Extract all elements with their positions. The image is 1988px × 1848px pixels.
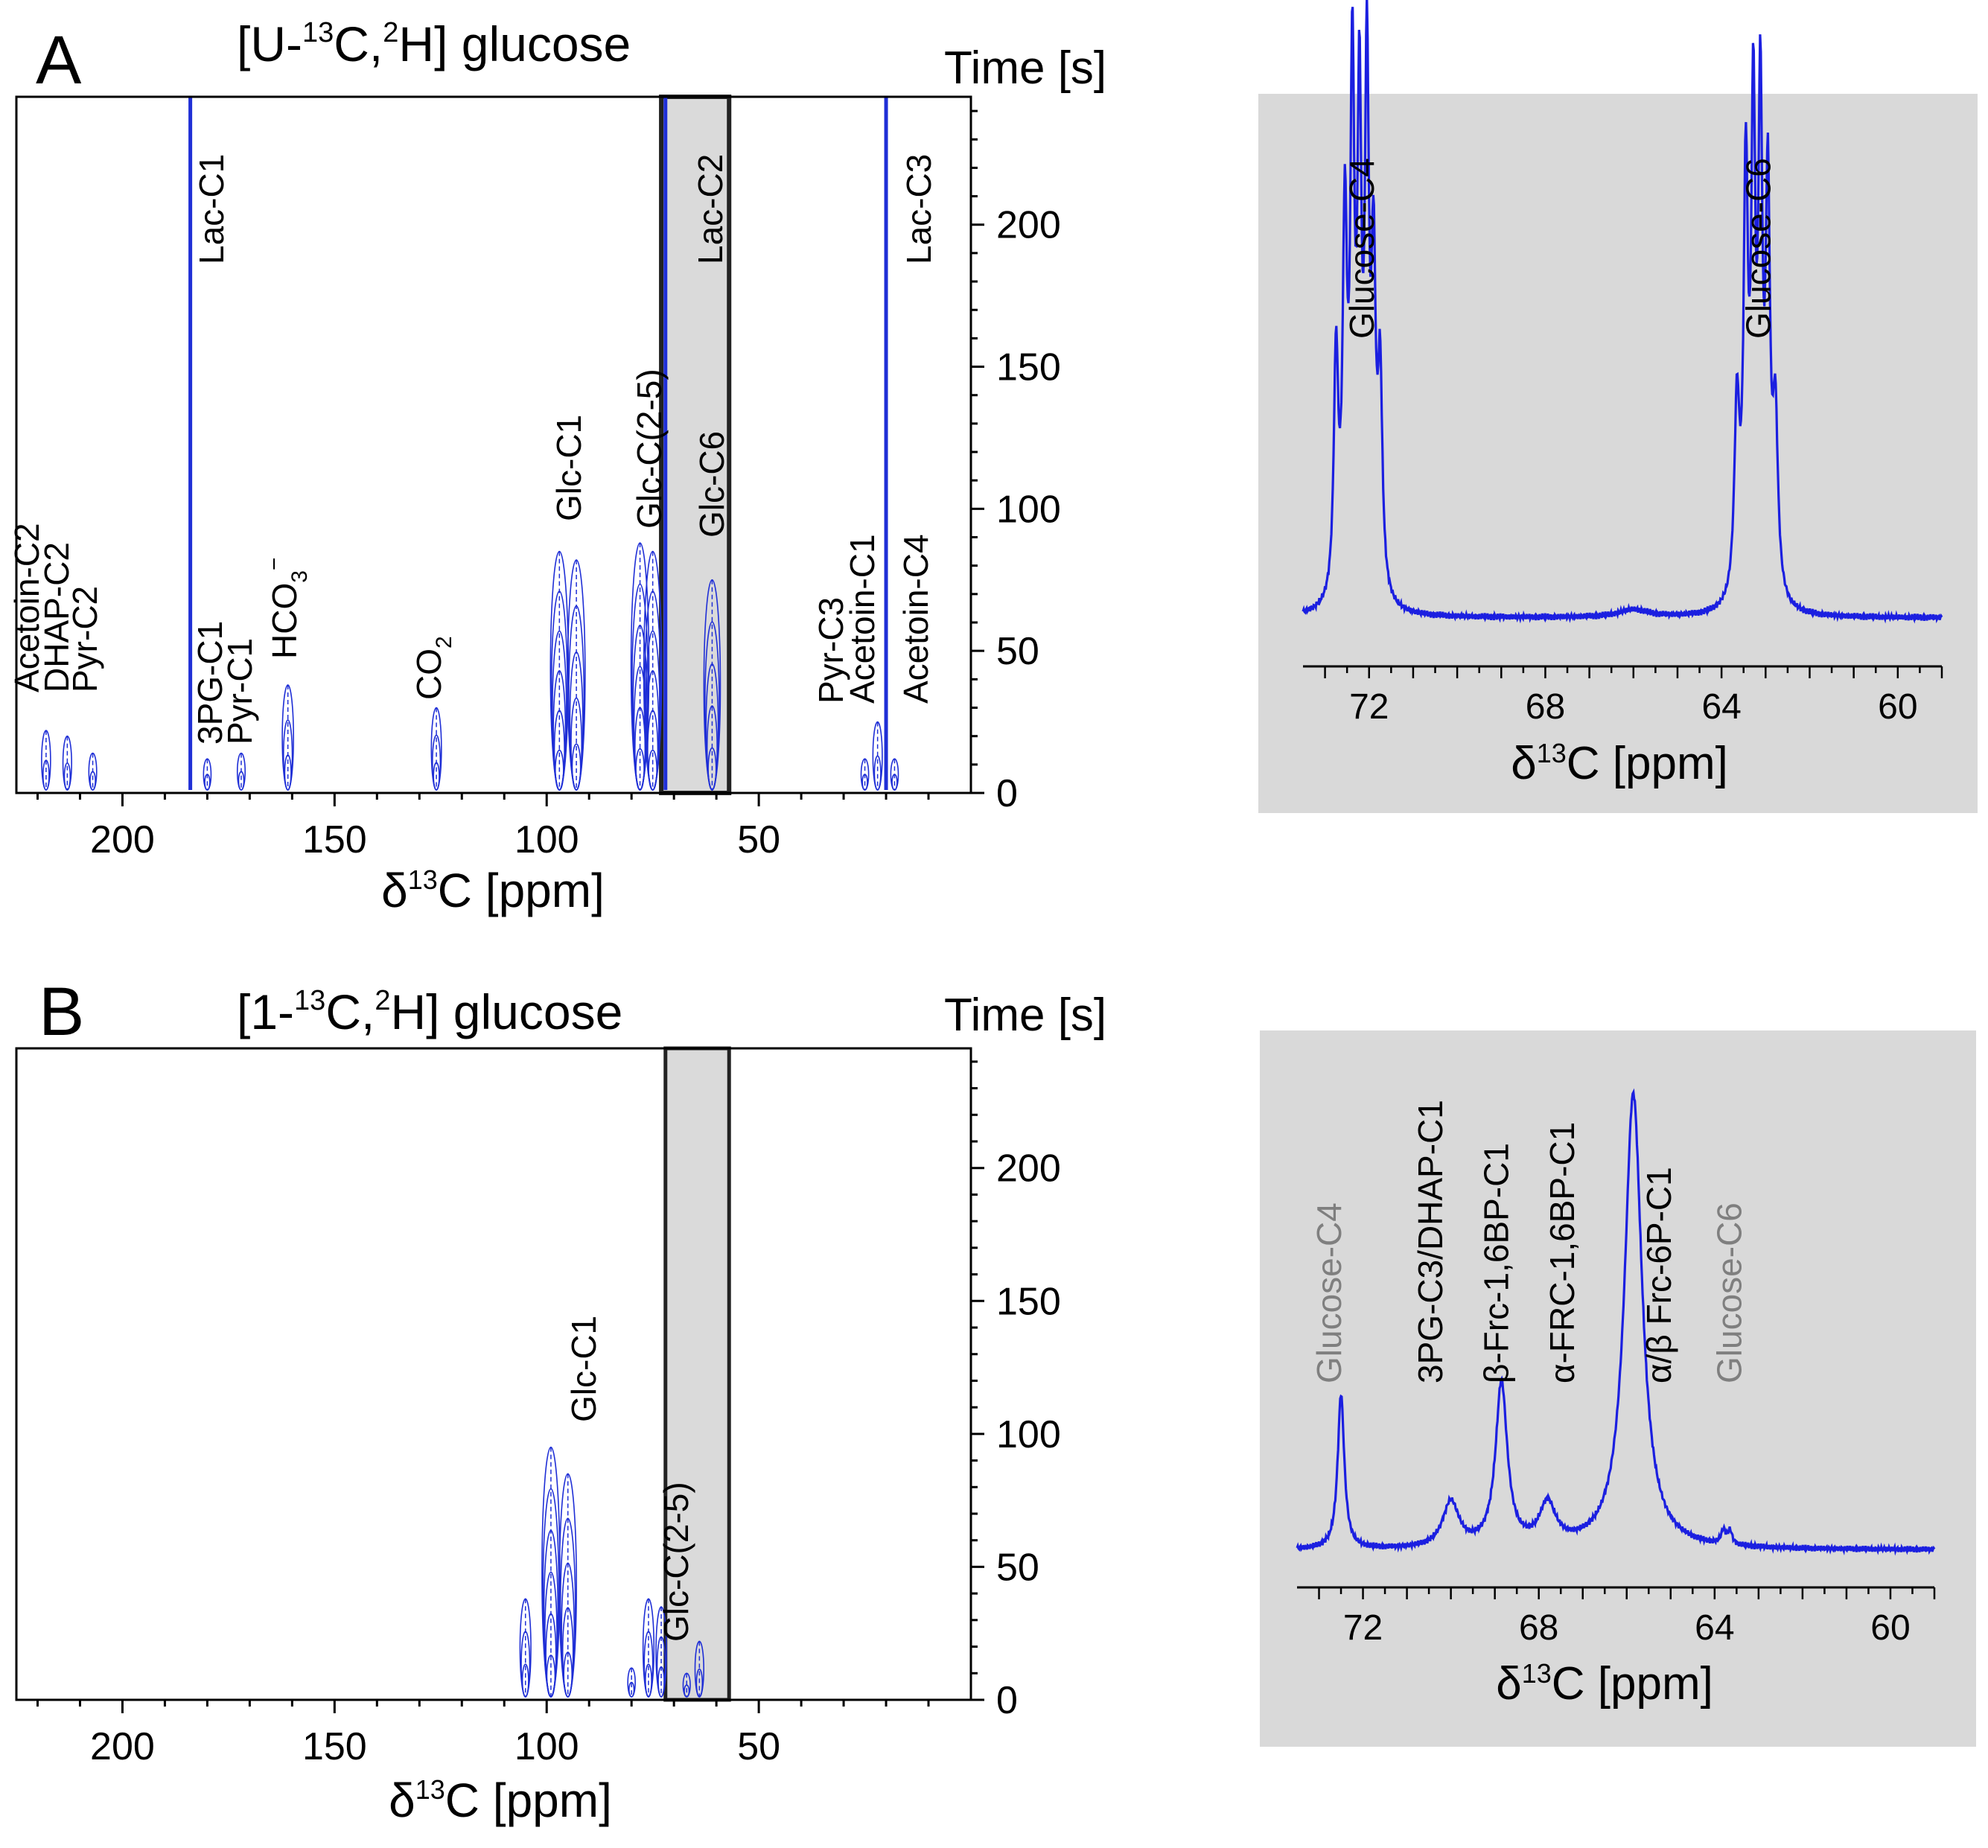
inset-tick-label: 72 bbox=[1349, 687, 1389, 727]
peak-label-3pg-c1: 3PG-C1 bbox=[191, 621, 229, 745]
x-tick-label: 50 bbox=[737, 818, 780, 861]
peak-glc-c1-93ppm bbox=[567, 559, 586, 791]
peak-label-pyr-c1: Pyr-C1 bbox=[220, 638, 259, 745]
peak-glc-c1-99ppm bbox=[541, 1446, 561, 1698]
peak-pyr-c2-207ppm bbox=[88, 752, 98, 791]
y-tick-label: 100 bbox=[996, 1413, 1061, 1456]
panel-a-inset-background bbox=[1258, 94, 1978, 813]
peak-label-acetoin-c1: Acetoin-C1 bbox=[843, 534, 882, 704]
y-tick-label: 150 bbox=[996, 1280, 1061, 1323]
peak-label-acetoin-c4: Acetoin-C4 bbox=[896, 534, 935, 704]
panel-b-time-label: Time [s] bbox=[944, 990, 1106, 1041]
panel-a-x-axis-label: δ13C [ppm] bbox=[381, 864, 605, 917]
inset-label-frc-1-6bp-c1: β-Frc-1,6BP-C1 bbox=[1477, 1143, 1516, 1383]
panel-b-plot-frame bbox=[15, 1047, 972, 1701]
peak-label-co2: CO2 bbox=[410, 636, 456, 700]
peak-pyr-c1-172ppm bbox=[236, 752, 246, 791]
peak-glc-c1-95ppm bbox=[558, 1473, 578, 1698]
panel-b-inset-x-axis-label: δ13C [ppm] bbox=[1496, 1658, 1713, 1710]
peak-label-lac-c1: Lac-C1 bbox=[192, 154, 231, 264]
inset-tick-label: 68 bbox=[1519, 1608, 1558, 1648]
inset-label-glucose-c6: Glucose-C6 bbox=[1739, 158, 1777, 339]
peak-acetoin-c1-22ppm bbox=[872, 721, 883, 791]
peak-co2-126ppm bbox=[430, 707, 442, 791]
spectrum-line bbox=[1302, 0, 1943, 624]
peak-label-hco3: HCO3− bbox=[262, 558, 312, 659]
peak-acetoin-c2-218ppm bbox=[41, 730, 51, 791]
x-tick-label: 200 bbox=[90, 818, 155, 861]
peak-unlabeled-105ppm bbox=[519, 1598, 532, 1698]
panel-b-x-axis-label: δ13C [ppm] bbox=[389, 1774, 612, 1827]
peak-glc-c-2-5-75ppm bbox=[643, 550, 663, 791]
peak-glc-c-2-5-73ppm bbox=[655, 1606, 667, 1698]
x-tick-label: 200 bbox=[90, 1725, 155, 1768]
peak-glc-c6-61ppm bbox=[703, 579, 721, 791]
x-tick-label: 100 bbox=[514, 1725, 579, 1768]
inset-tick-label: 72 bbox=[1343, 1608, 1383, 1648]
peak-label-dhap-c2: DHAP-C2 bbox=[37, 542, 76, 692]
peak-label-glc-c-2-5: Glc-C(2-5) bbox=[630, 369, 669, 529]
y-tick-label: 50 bbox=[996, 630, 1039, 673]
peak-unlabeled-80ppm bbox=[627, 1667, 636, 1698]
panel-b-title: [1-13C,2H] glucose bbox=[237, 984, 622, 1039]
x-tick-label: 150 bbox=[302, 818, 367, 861]
panel-a-time-label: Time [s] bbox=[944, 42, 1106, 94]
peak-dhap-c2-213ppm bbox=[62, 735, 72, 791]
panel-a-inset: 72 68 64 60 δ13C [ppm] Glucose-C4 Glucose-C6 bbox=[1258, 0, 1978, 813]
inset-label-glucose-c6: Glucose-C6 bbox=[1710, 1202, 1748, 1383]
peak-pyr-c3-25ppm bbox=[860, 758, 870, 791]
panel-b-letter: B bbox=[39, 974, 84, 1050]
peak-label-acetoin-c2: Acetoin-C2 bbox=[7, 523, 46, 692]
y-tick-label: 200 bbox=[996, 204, 1061, 247]
y-tick-label: 200 bbox=[996, 1147, 1061, 1191]
inset-label-glucose-c4: Glucose-C4 bbox=[1310, 1202, 1348, 1383]
y-tick-label: 50 bbox=[996, 1546, 1039, 1589]
peak-label-glc-c-2-5: Glc-C(2-5) bbox=[657, 1482, 695, 1642]
peak-label-pyr-c3: Pyr-C3 bbox=[812, 597, 850, 704]
peak-label-lac-c2: Lac-C2 bbox=[691, 154, 730, 264]
peak-unlabeled-64ppm bbox=[694, 1640, 705, 1698]
panel-a-inset-x-axis-label: δ13C [ppm] bbox=[1511, 738, 1728, 789]
peak-label-lac-c3: Lac-C3 bbox=[899, 154, 938, 264]
y-tick-label: 0 bbox=[996, 772, 1018, 815]
x-tick-label: 100 bbox=[514, 818, 579, 861]
panel-a-main-plot: A [U-13C,2H] glucose Time [s] 200 150 100 5… bbox=[7, 16, 1106, 917]
inset-label-glucose-c4: Glucose-C4 bbox=[1342, 158, 1381, 339]
panel-b-inset: 72 68 64 60 δ13C [ppm] Glucose-C4 3PG-C3/DHA… bbox=[1260, 1030, 1976, 1747]
inset-label-3pg-c3-dhap-c1: 3PG-C3/DHAP-C1 bbox=[1411, 1100, 1450, 1383]
peak-glc-c1-97ppm bbox=[549, 550, 570, 791]
peak-glc-c-2-5-78ppm bbox=[630, 542, 650, 791]
peak-hco3-161ppm bbox=[281, 684, 294, 791]
peak-label-glc-c1: Glc-C1 bbox=[564, 1316, 603, 1422]
panel-a-highlight-box bbox=[659, 95, 732, 795]
spectrum-line bbox=[1296, 1088, 1936, 1556]
inset-tick-label: 60 bbox=[1870, 1608, 1910, 1648]
peak-label-pyr-c2: Pyr-C2 bbox=[66, 586, 104, 692]
peak-label-glc-c1: Glc-C1 bbox=[549, 415, 588, 521]
panel-a-letter: A bbox=[36, 22, 82, 98]
panel-a-plot-frame bbox=[15, 95, 972, 794]
x-tick-label: 50 bbox=[737, 1725, 780, 1768]
panel-a-title: [U-13C,2H] glucose bbox=[237, 16, 631, 71]
y-tick-label: 0 bbox=[996, 1679, 1018, 1722]
peak-unlabeled-67ppm bbox=[682, 1672, 691, 1698]
y-tick-label: 100 bbox=[996, 488, 1061, 531]
peak-acetoin-c4-18ppm bbox=[890, 758, 899, 791]
inset-tick-label: 64 bbox=[1701, 687, 1741, 727]
inset-tick-label: 68 bbox=[1526, 687, 1565, 727]
peak-glc-c-2-5-76ppm bbox=[642, 1598, 655, 1698]
y-tick-label: 150 bbox=[996, 346, 1061, 389]
x-tick-label: 150 bbox=[302, 1725, 367, 1768]
inset-label-frc-1-6bp-c1: α-FRC-1,6BP-C1 bbox=[1543, 1122, 1581, 1383]
inset-tick-label: 64 bbox=[1695, 1608, 1734, 1648]
panel-b-main-plot: B [1-13C,2H] glucose Time [s] 200 150 100 5… bbox=[15, 974, 1106, 1827]
peak-3pg-c1-180ppm bbox=[203, 758, 212, 791]
inset-tick-label: 60 bbox=[1878, 687, 1917, 727]
inset-label-frc-6p-c1: α/β Frc-6P-C1 bbox=[1640, 1167, 1678, 1383]
peak-label-glc-c6: Glc-C6 bbox=[692, 431, 731, 538]
